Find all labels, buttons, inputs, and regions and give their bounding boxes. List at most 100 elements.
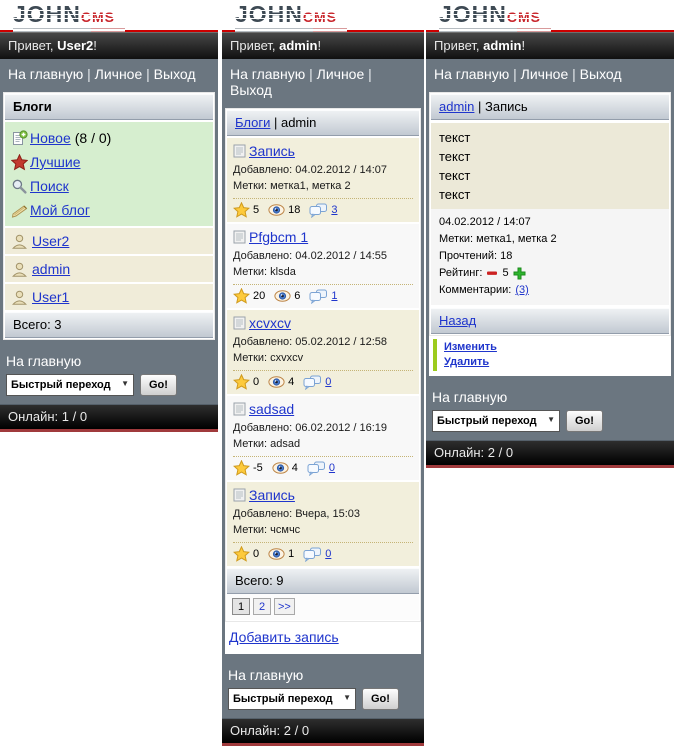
breadcrumb-blogs-link[interactable]: Блоги xyxy=(235,115,271,130)
footer-home-link[interactable]: На главную xyxy=(228,667,304,683)
entry-text-line: текст xyxy=(439,187,471,202)
user-link[interactable]: User1 xyxy=(32,289,70,305)
nav-logout-link[interactable]: Выход xyxy=(153,66,196,82)
top-nav: На главную | Личное | Выход xyxy=(222,59,424,106)
new-note-icon xyxy=(11,129,30,147)
user-icon xyxy=(11,232,32,250)
entry-tags: Метки: метка1, метка 2 xyxy=(233,180,351,192)
greeting-username: User2 xyxy=(57,38,94,53)
entry-stats-row: 5 18 3 xyxy=(233,198,413,218)
entry-tags: Метки: метка1, метка 2 xyxy=(439,233,557,245)
user-link[interactable]: User2 xyxy=(32,233,70,249)
entry-title-link[interactable]: Запись xyxy=(249,487,295,503)
user-icon xyxy=(11,288,32,306)
document-icon xyxy=(233,230,246,244)
footer-home-link[interactable]: На главную xyxy=(6,353,82,369)
greeting-username: admin xyxy=(483,38,522,53)
menu-search-link[interactable]: Поиск xyxy=(30,178,69,194)
nav-separator: | xyxy=(509,66,521,82)
user-link[interactable]: admin xyxy=(32,261,71,277)
entry-title-link[interactable]: sadsad xyxy=(249,401,295,417)
entry-comments-link[interactable]: 0 xyxy=(325,548,332,560)
rating-label: Рейтинг: xyxy=(439,267,483,279)
breadcrumb-user-link[interactable]: admin xyxy=(439,99,475,114)
nav-logout-link[interactable]: Выход xyxy=(230,82,272,98)
quick-nav-controls: Быстрый переход Go! xyxy=(432,410,668,432)
rating-minus-button[interactable] xyxy=(486,265,498,282)
entry-tags: Метки: чсмчс xyxy=(233,524,301,536)
menu-item-new: Новое (8 / 0) xyxy=(11,126,207,150)
middle-footer: На главную Быстрый переход Go! xyxy=(222,660,424,718)
entry-view-box: admin | Запись текст текст текст текст 0… xyxy=(429,92,671,336)
entry-added: Добавлено: Вчера, 15:03 xyxy=(233,508,360,520)
nav-home-link[interactable]: На главную xyxy=(230,66,306,82)
entry-views: 6 xyxy=(294,290,301,302)
rating-plus-button[interactable] xyxy=(513,265,526,282)
menu-item-myblog: Мой блог xyxy=(11,198,207,222)
nav-home-link[interactable]: На главную xyxy=(8,66,84,82)
blog-entries-list: Запись Добавлено: 04.02.2012 / 14:07 Мет… xyxy=(227,138,419,566)
go-button[interactable]: Go! xyxy=(140,374,177,396)
greeting-bar: Привет, User2! xyxy=(0,32,218,59)
entry-text-line: текст xyxy=(439,149,471,164)
entry-comments-row: Комментарии: (3) xyxy=(439,282,661,299)
greeting-excl: ! xyxy=(93,38,97,53)
entry-rating-row: Рейтинг: 5 xyxy=(439,265,661,282)
nav-personal-link[interactable]: Личное xyxy=(520,66,569,82)
blogs-menu: Новое (8 / 0) Лучшие Пои xyxy=(5,122,213,226)
menu-best-link[interactable]: Лучшие xyxy=(30,154,81,170)
entry-title-link[interactable]: xcvxcv xyxy=(249,315,291,331)
entry-title-link[interactable]: Pfgbcm 1 xyxy=(249,229,309,245)
back-link[interactable]: Назад xyxy=(439,313,477,328)
go-button[interactable]: Go! xyxy=(566,410,603,432)
section-title: Блоги xyxy=(5,94,213,120)
entry-title-link[interactable]: Запись xyxy=(249,143,295,159)
nav-home-link[interactable]: На главную xyxy=(434,66,510,82)
nav-personal-link[interactable]: Личное xyxy=(94,66,143,82)
user-row: User1 xyxy=(5,284,213,310)
quick-nav-select[interactable]: Быстрый переход xyxy=(6,374,134,396)
add-entry-link[interactable]: Добавить запись xyxy=(229,629,339,645)
blog-list-box: Блоги | admin Запись Добавлено: 04.02.20… xyxy=(225,108,421,622)
user-row: admin xyxy=(5,256,213,282)
comments-icon xyxy=(307,461,326,476)
right-content: admin | Запись текст текст текст текст 0… xyxy=(426,90,674,382)
document-icon xyxy=(233,316,246,330)
pagination: 1 2 >> xyxy=(227,594,419,620)
edit-link[interactable]: Изменить xyxy=(444,341,497,353)
footer-home-link[interactable]: На главную xyxy=(432,389,508,405)
comments-count-link[interactable]: (3) xyxy=(515,284,529,296)
quick-nav-select-wrap: Быстрый переход xyxy=(432,410,560,432)
greeting-prefix: Привет, xyxy=(230,38,280,53)
nav-personal-link[interactable]: Личное xyxy=(316,66,365,82)
myblog-icon xyxy=(11,202,30,219)
gold-star-icon xyxy=(233,288,250,304)
logo-john-text: JOHN xyxy=(235,1,303,27)
comments-icon xyxy=(309,203,328,218)
left-content: Блоги Новое (8 / 0) Лучшие xyxy=(0,90,218,346)
menu-myblog-link[interactable]: Мой блог xyxy=(30,202,90,218)
entry-rating: 0 xyxy=(253,548,260,560)
entry-title-row: Запись xyxy=(233,143,413,159)
entry-added: Добавлено: 04.02.2012 / 14:07 xyxy=(233,164,388,176)
pagination-page-2[interactable]: 2 xyxy=(253,598,271,615)
left-panel: JOHNCMS Привет, User2! На главную | Личн… xyxy=(0,0,218,432)
entry-actions: Изменить Удалить xyxy=(429,336,671,376)
entry-comments-link[interactable]: 0 xyxy=(325,376,332,388)
logo-cms-text: CMS xyxy=(80,9,116,25)
blog-entry: Pfgbcm 1 Добавлено: 04.02.2012 / 14:55 М… xyxy=(227,224,419,308)
go-button[interactable]: Go! xyxy=(362,688,399,710)
nav-logout-link[interactable]: Выход xyxy=(579,66,622,82)
entry-comments-link[interactable]: 0 xyxy=(328,462,336,474)
delete-link[interactable]: Удалить xyxy=(444,356,490,368)
quick-nav-select[interactable]: Быстрый переход xyxy=(432,410,560,432)
logo-cms-text: CMS xyxy=(506,9,542,25)
pagination-next[interactable]: >> xyxy=(274,598,295,615)
menu-new-link[interactable]: Новое xyxy=(30,130,71,146)
quick-nav-select[interactable]: Быстрый переход xyxy=(228,688,356,710)
comments-icon xyxy=(303,547,322,562)
greeting-excl: ! xyxy=(317,38,322,53)
entry-comments-link[interactable]: 3 xyxy=(331,204,338,216)
entry-comments-link[interactable]: 1 xyxy=(331,290,338,302)
